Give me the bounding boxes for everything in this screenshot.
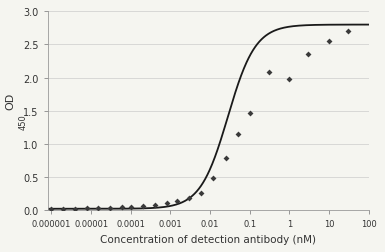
- Point: [210, 177, 216, 181]
- Point: [95, 206, 101, 210]
- Point: [140, 204, 146, 208]
- Point: [119, 206, 125, 210]
- Text: OD: OD: [6, 93, 16, 110]
- Point: [72, 207, 79, 211]
- Point: [152, 203, 158, 207]
- Point: [60, 207, 67, 211]
- Point: [107, 206, 113, 210]
- X-axis label: Concentration of detection antibody (nM): Concentration of detection antibody (nM): [100, 234, 316, 244]
- Point: [266, 70, 272, 74]
- Point: [186, 196, 192, 200]
- Point: [247, 111, 253, 115]
- Point: [305, 52, 311, 56]
- Point: [235, 132, 241, 136]
- Point: [286, 78, 293, 82]
- Point: [326, 40, 332, 44]
- Text: 450: 450: [19, 113, 28, 129]
- Point: [128, 205, 134, 209]
- Point: [345, 30, 351, 34]
- Point: [84, 206, 90, 210]
- Point: [223, 157, 229, 161]
- Point: [164, 202, 170, 206]
- Point: [49, 207, 55, 211]
- Point: [198, 191, 204, 195]
- Point: [174, 200, 181, 204]
